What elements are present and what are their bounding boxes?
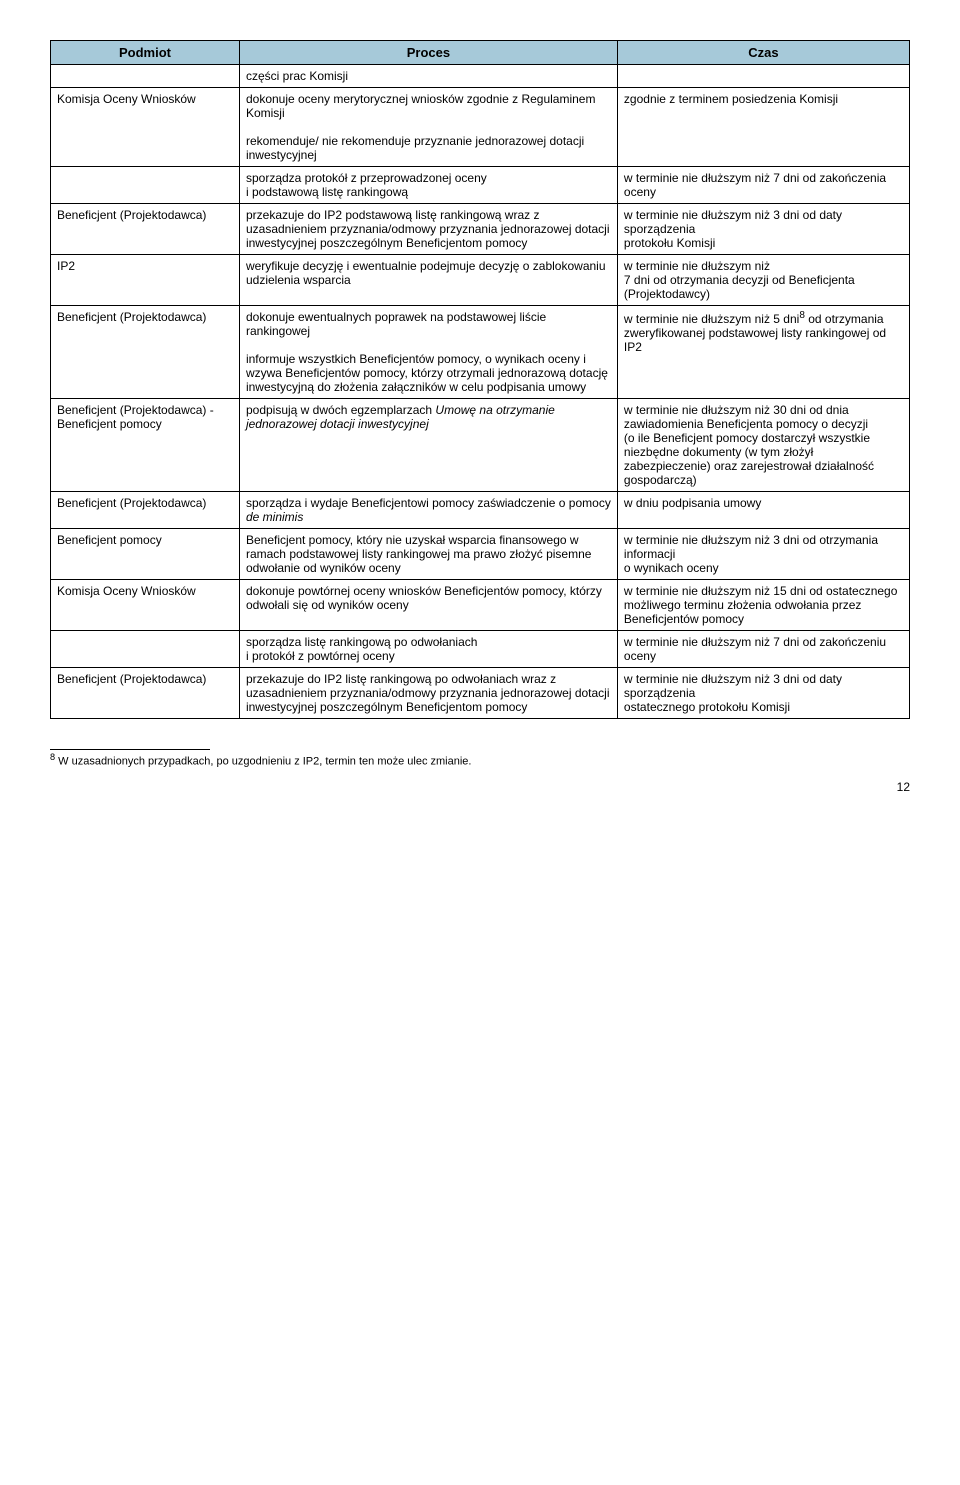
cell-c2: części prac Komisji: [239, 65, 617, 88]
footnote-separator: [50, 749, 210, 750]
cell-c1: Beneficjent (Projektodawca) - Beneficjen…: [51, 399, 240, 492]
table-row: sporządza protokół z przeprowadzonej oce…: [51, 167, 910, 204]
cell-c2: sporządza i wydaje Beneficjentowi pomocy…: [239, 492, 617, 529]
table-row: Beneficjent (Projektodawca)przekazuje do…: [51, 204, 910, 255]
page-number: 12: [50, 780, 910, 794]
table-row: Beneficjent (Projektodawca)przekazuje do…: [51, 668, 910, 719]
cell-c1: Beneficjent (Projektodawca): [51, 204, 240, 255]
cell-c3: w terminie nie dłuższym niż 5 dni8 od ot…: [617, 306, 909, 399]
table-row: Komisja Oceny Wnioskówdokonuje powtórnej…: [51, 580, 910, 631]
cell-c2: dokonuje powtórnej oceny wniosków Benefi…: [239, 580, 617, 631]
process-table: Podmiot Proces Czas części prac KomisjiK…: [50, 40, 910, 719]
cell-c1: [51, 65, 240, 88]
cell-c1: [51, 631, 240, 668]
table-row: Beneficjent (Projektodawca)sporządza i w…: [51, 492, 910, 529]
cell-c3: w terminie nie dłuższym niż 30 dni od dn…: [617, 399, 909, 492]
table-row: Komisja Oceny Wnioskówdokonuje oceny mer…: [51, 88, 910, 167]
cell-c1: Beneficjent pomocy: [51, 529, 240, 580]
footnote: 8 W uzasadnionych przypadkach, po uzgodn…: [50, 752, 910, 768]
cell-c2: weryfikuje decyzję i ewentualnie podejmu…: [239, 255, 617, 306]
cell-c3: w dniu podpisania umowy: [617, 492, 909, 529]
cell-c1: Beneficjent (Projektodawca): [51, 492, 240, 529]
cell-c2: sporządza listę rankingową po odwołaniac…: [239, 631, 617, 668]
cell-c3: w terminie nie dłuższym niż 15 dni od os…: [617, 580, 909, 631]
cell-c1: IP2: [51, 255, 240, 306]
table-row: IP2weryfikuje decyzję i ewentualnie pode…: [51, 255, 910, 306]
table-row: części prac Komisji: [51, 65, 910, 88]
cell-c2: dokonuje oceny merytorycznej wniosków zg…: [239, 88, 617, 167]
header-proces: Proces: [239, 41, 617, 65]
cell-c3: w terminie nie dłuższym niż 7 dni od zak…: [617, 631, 909, 668]
cell-c3: w terminie nie dłuższym niż 3 dni od otr…: [617, 529, 909, 580]
cell-c2: przekazuje do IP2 podstawową listę ranki…: [239, 204, 617, 255]
table-row: Beneficjent pomocyBeneficjent pomocy, kt…: [51, 529, 910, 580]
cell-c1: Beneficjent (Projektodawca): [51, 668, 240, 719]
cell-c3: [617, 65, 909, 88]
header-podmiot: Podmiot: [51, 41, 240, 65]
table-row: Beneficjent (Projektodawca)dokonuje ewen…: [51, 306, 910, 399]
cell-c3: w terminie nie dłuższym niż 3 dni od dat…: [617, 204, 909, 255]
cell-c3: w terminie nie dłuższym niż 7 dni od otr…: [617, 255, 909, 306]
cell-c3: w terminie nie dłuższym niż 7 dni od zak…: [617, 167, 909, 204]
cell-c3: zgodnie z terminem posiedzenia Komisji: [617, 88, 909, 167]
table-header-row: Podmiot Proces Czas: [51, 41, 910, 65]
cell-c2: podpisują w dwóch egzemplarzach Umowę na…: [239, 399, 617, 492]
cell-c2: Beneficjent pomocy, który nie uzyskał ws…: [239, 529, 617, 580]
cell-c2: sporządza protokół z przeprowadzonej oce…: [239, 167, 617, 204]
table-row: sporządza listę rankingową po odwołaniac…: [51, 631, 910, 668]
footnote-text: W uzasadnionych przypadkach, po uzgodnie…: [55, 756, 471, 768]
cell-c1: [51, 167, 240, 204]
header-czas: Czas: [617, 41, 909, 65]
table-row: Beneficjent (Projektodawca) - Beneficjen…: [51, 399, 910, 492]
cell-c1: Komisja Oceny Wniosków: [51, 580, 240, 631]
cell-c2: przekazuje do IP2 listę rankingową po od…: [239, 668, 617, 719]
cell-c1: Komisja Oceny Wniosków: [51, 88, 240, 167]
cell-c1: Beneficjent (Projektodawca): [51, 306, 240, 399]
cell-c3: w terminie nie dłuższym niż 3 dni od dat…: [617, 668, 909, 719]
cell-c2: dokonuje ewentualnych poprawek na podsta…: [239, 306, 617, 399]
